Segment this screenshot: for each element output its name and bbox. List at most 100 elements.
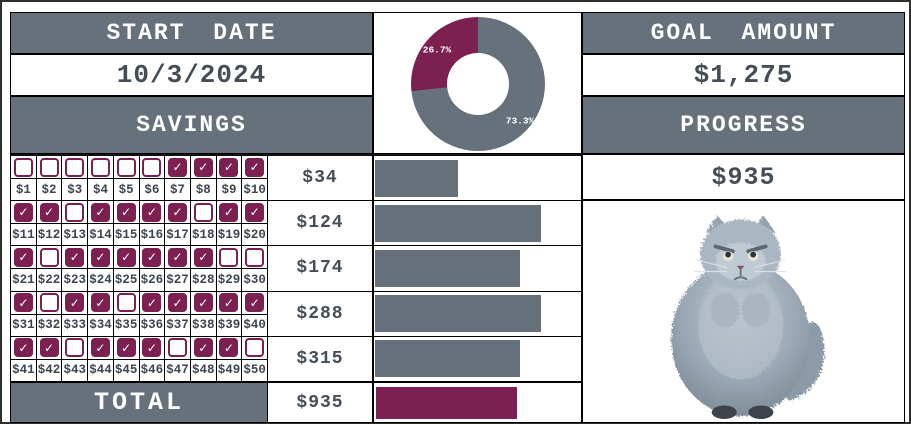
savings-checkbox-32[interactable] xyxy=(39,293,59,313)
savings-checkbox-47[interactable] xyxy=(168,338,188,358)
savings-checkbox-23[interactable]: ✓ xyxy=(65,247,85,267)
savings-checkbox-12[interactable]: ✓ xyxy=(39,202,59,222)
savings-checkbox-24[interactable]: ✓ xyxy=(90,247,110,267)
check-icon: ✓ xyxy=(198,295,209,310)
savings-checkbox-10[interactable]: ✓ xyxy=(245,157,265,177)
total-header: TOTAL xyxy=(10,382,268,423)
checkbox-cell-31: ✓ xyxy=(11,291,36,314)
check-icon: ✓ xyxy=(198,250,209,265)
checkbox-cell-36: ✓ xyxy=(139,291,165,314)
savings-checkbox-34[interactable]: ✓ xyxy=(90,293,110,313)
savings-checkbox-39[interactable]: ✓ xyxy=(219,293,239,313)
savings-checkbox-11[interactable]: ✓ xyxy=(13,202,33,222)
savings-checkbox-9[interactable]: ✓ xyxy=(219,157,239,177)
checkbox-cell-38: ✓ xyxy=(190,291,216,314)
amount-label: $36 xyxy=(139,314,165,336)
savings-checkbox-49[interactable]: ✓ xyxy=(219,338,239,358)
check-icon: ✓ xyxy=(18,295,29,310)
total-bar xyxy=(376,386,517,419)
savings-checkbox-15[interactable]: ✓ xyxy=(116,202,136,222)
amount-label: $31 xyxy=(11,314,36,336)
progress-value-cell: $935 xyxy=(582,154,905,200)
check-icon: ✓ xyxy=(121,205,132,220)
savings-checkbox-5[interactable] xyxy=(116,157,136,177)
savings-checkbox-37[interactable]: ✓ xyxy=(168,293,188,313)
savings-checkbox-36[interactable]: ✓ xyxy=(142,293,162,313)
start-date-cell[interactable]: 10/3/2024 xyxy=(10,54,373,96)
donut-chart-cell: 26.7% 73.3% xyxy=(373,12,582,154)
goal-amount-cell[interactable]: $1,275 xyxy=(582,54,905,96)
savings-checkbox-46[interactable]: ✓ xyxy=(142,338,162,358)
amount-label: $34 xyxy=(88,314,113,336)
savings-checkbox-33[interactable]: ✓ xyxy=(65,293,85,313)
savings-checkbox-48[interactable]: ✓ xyxy=(193,338,213,358)
savings-checkbox-1[interactable] xyxy=(13,157,33,177)
amount-label: $13 xyxy=(62,224,88,246)
checkbox-cell-7: ✓ xyxy=(165,156,190,178)
checkbox-cell-30 xyxy=(242,246,267,269)
savings-checkbox-20[interactable]: ✓ xyxy=(245,202,265,222)
amount-label: $20 xyxy=(242,224,267,246)
checkbox-cell-18 xyxy=(190,201,216,224)
savings-checkbox-13[interactable] xyxy=(65,202,85,222)
amount-label: $12 xyxy=(36,224,62,246)
start-date-header: START DATE xyxy=(10,12,373,54)
savings-checkbox-8[interactable]: ✓ xyxy=(193,157,213,177)
checkbox-cell-3 xyxy=(62,156,88,178)
goal-amount-header: GOAL AMOUNT xyxy=(582,12,905,54)
savings-checkbox-29[interactable] xyxy=(219,247,239,267)
savings-checkbox-43[interactable] xyxy=(65,338,85,358)
savings-checkbox-17[interactable]: ✓ xyxy=(168,202,188,222)
cat-tail xyxy=(783,321,825,401)
amount-label: $44 xyxy=(88,359,113,381)
checkbox-cell-45: ✓ xyxy=(113,336,139,359)
savings-checkbox-4[interactable] xyxy=(90,157,110,177)
savings-checkbox-45[interactable]: ✓ xyxy=(116,338,136,358)
check-icon: ✓ xyxy=(223,160,234,174)
amount-label: $4 xyxy=(88,179,113,201)
check-icon: ✓ xyxy=(44,205,55,220)
check-icon: ✓ xyxy=(95,295,106,310)
checkbox-cell-48: ✓ xyxy=(190,336,216,359)
amount-label: $49 xyxy=(216,359,242,381)
savings-checkbox-41[interactable]: ✓ xyxy=(13,338,33,358)
amount-label: $19 xyxy=(216,224,242,246)
savings-checkbox-28[interactable]: ✓ xyxy=(193,247,213,267)
row-bars-column xyxy=(373,154,582,382)
savings-checkbox-35[interactable] xyxy=(116,293,136,313)
amount-label: $39 xyxy=(216,314,242,336)
row-bar xyxy=(375,204,541,242)
savings-checkbox-30[interactable] xyxy=(245,247,265,267)
cat-whiskers xyxy=(694,258,787,272)
checkbox-cell-28: ✓ xyxy=(190,246,216,269)
savings-checkbox-21[interactable]: ✓ xyxy=(13,247,33,267)
checkbox-cell-49: ✓ xyxy=(216,336,242,359)
checkbox-cell-35 xyxy=(113,291,139,314)
check-icon: ✓ xyxy=(249,295,260,310)
savings-checkbox-16[interactable]: ✓ xyxy=(142,202,162,222)
savings-checkbox-31[interactable]: ✓ xyxy=(13,293,33,313)
savings-checkbox-2[interactable] xyxy=(39,157,59,177)
savings-checkbox-42[interactable]: ✓ xyxy=(39,338,59,358)
savings-checkbox-50[interactable] xyxy=(245,338,265,358)
checkbox-cell-24: ✓ xyxy=(88,246,113,269)
savings-checkbox-19[interactable]: ✓ xyxy=(219,202,239,222)
savings-checkbox-40[interactable]: ✓ xyxy=(245,293,265,313)
savings-checkbox-3[interactable] xyxy=(65,157,85,177)
savings-checkbox-6[interactable] xyxy=(142,157,162,177)
check-icon: ✓ xyxy=(249,205,260,220)
savings-checkbox-22[interactable] xyxy=(39,247,59,267)
savings-checkbox-14[interactable]: ✓ xyxy=(90,202,110,222)
row-total-cell: $34 xyxy=(268,156,372,201)
savings-checkbox-7[interactable]: ✓ xyxy=(168,157,188,177)
savings-checkbox-38[interactable]: ✓ xyxy=(193,293,213,313)
row-bar-cell xyxy=(374,336,581,381)
cat-foot-right xyxy=(748,405,774,419)
savings-checkbox-44[interactable]: ✓ xyxy=(90,338,110,358)
savings-checkbox-27[interactable]: ✓ xyxy=(168,247,188,267)
check-icon: ✓ xyxy=(146,340,157,355)
savings-checkbox-18[interactable] xyxy=(193,202,213,222)
savings-checkbox-25[interactable]: ✓ xyxy=(116,247,136,267)
savings-checkbox-26[interactable]: ✓ xyxy=(142,247,162,267)
